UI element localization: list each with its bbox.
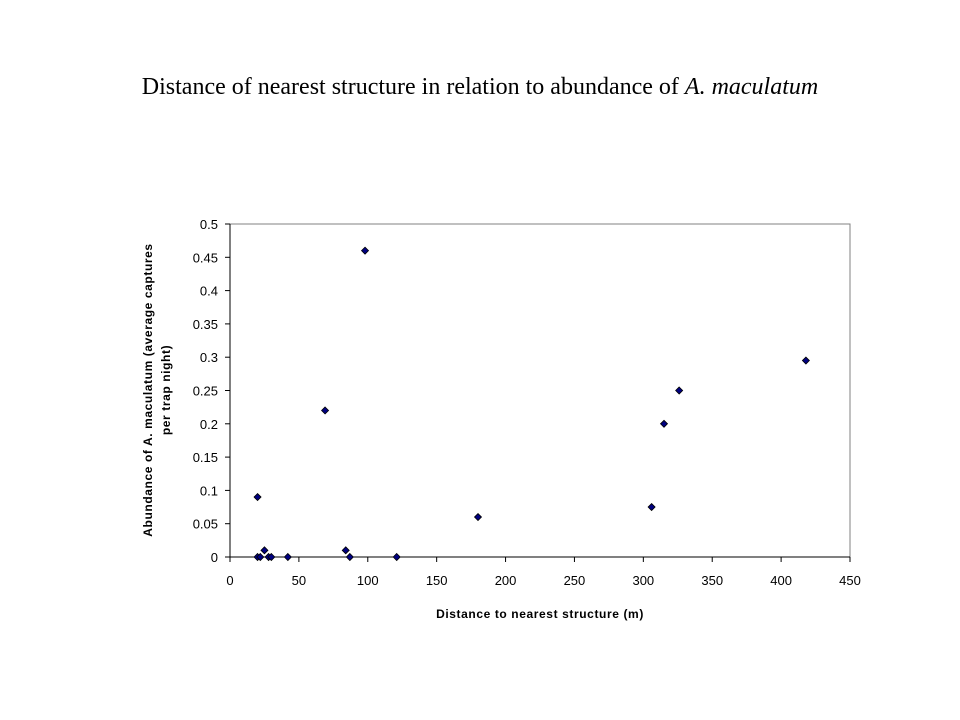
x-tick-label: 350 [701,573,723,588]
x-tick-label: 250 [564,573,586,588]
x-tick-label: 300 [632,573,654,588]
y-tick-label: 0 [211,550,218,565]
y-tick-label: 0.15 [193,450,218,465]
y-axis-title-line2: per trap night) [159,345,173,435]
data-point [360,246,370,255]
page-title: Distance of nearest structure in relatio… [0,74,960,101]
x-tick-label: 200 [495,573,517,588]
data-point [321,406,330,415]
data-point [256,552,265,562]
y-axis-ticks: 0 0.05 0.1 0.15 0.2 0.25 0.3 0.35 0.4 0.45 0.5 [193,217,230,565]
data-point [473,512,483,522]
y-tick-label: 0.1 [200,483,218,498]
y-tick-label: 0.45 [193,250,218,265]
data-point [253,492,262,502]
y-tick-label: 0.3 [200,350,218,365]
y-tick-label: 0.05 [193,517,218,532]
y-axis-title: Abundance of A. maculatum (average captu… [141,243,173,536]
data-point [283,552,292,562]
y-tick-label: 0.35 [193,317,218,332]
x-tick-label: 50 [292,573,306,588]
data-point [647,502,656,512]
page-title-species: A. maculatum [684,74,819,100]
data-point [260,546,269,555]
y-tick-label: 0.25 [193,384,218,399]
data-point [801,356,810,365]
data-point [267,552,276,562]
y-tick-label: 0.5 [200,217,218,232]
y-axis-title-line1: Abundance of A. maculatum (average captu… [141,243,155,536]
x-tick-label: 150 [426,573,448,588]
data-points [253,246,810,562]
x-tick-label: 0 [226,573,233,588]
y-tick-label: 0.4 [200,284,218,299]
data-point [345,552,354,562]
page-title-text: Distance of nearest structure in relatio… [141,74,685,100]
x-tick-label: 100 [357,573,379,588]
data-point [675,386,684,395]
x-tick-label: 400 [770,573,792,588]
y-tick-label: 0.2 [200,417,218,432]
data-point [659,419,669,428]
data-point [341,546,350,555]
x-tick-label: 450 [839,573,861,588]
x-axis-title: Distance to nearest structure (m) [436,607,644,621]
data-point [392,552,401,562]
plot-area [229,223,851,558]
x-axis-ticks: 0 50 100 150 200 250 300 350 400 450 [226,557,861,588]
